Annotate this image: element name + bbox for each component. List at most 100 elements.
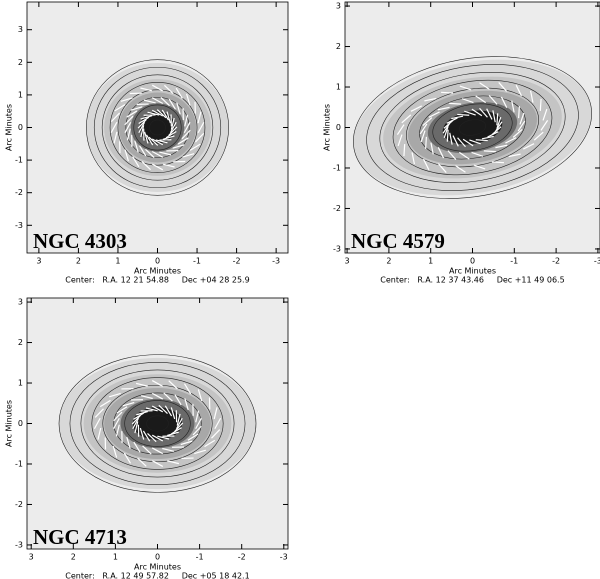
- polarization-vector: [162, 447, 175, 452]
- polarization-vector: [491, 126, 502, 136]
- polarization-vector: [126, 128, 131, 141]
- y-tick-label: -1: [15, 156, 23, 165]
- polarization-vector: [124, 115, 134, 126]
- polarization-vector: [487, 131, 499, 138]
- polarization-vector: [401, 114, 412, 124]
- polarization-vector: [461, 98, 474, 104]
- polarization-vector: [511, 100, 515, 113]
- polarization-vector: [115, 424, 120, 437]
- y-tick-label: -2: [15, 188, 23, 197]
- x-tick-label: -3: [280, 553, 288, 562]
- polarization-vector: [533, 131, 544, 141]
- polarization-vector: [138, 116, 150, 124]
- polarization-vector: [437, 147, 445, 159]
- contour: [149, 119, 166, 136]
- polarization-vector: [479, 107, 488, 118]
- polarization-vector: [168, 98, 176, 110]
- polarization-vector: [491, 161, 505, 164]
- contour: [392, 79, 553, 176]
- polarization-vector: [166, 111, 171, 124]
- polarization-vector: [437, 106, 450, 111]
- contour: [80, 369, 235, 478]
- polarization-vector: [168, 126, 178, 136]
- polarization-vector: [131, 414, 141, 425]
- polarization-vector: [459, 85, 472, 91]
- polarization-vector: [483, 150, 496, 153]
- polarization-vector: [126, 110, 138, 118]
- polarization-vector: [151, 109, 164, 117]
- x-axis-label: Arc Minutes: [449, 267, 496, 276]
- polarization-vector: [167, 431, 179, 437]
- polarization-vector: [512, 128, 523, 138]
- polarization-vector: [542, 108, 548, 121]
- contour: [133, 104, 182, 151]
- polarization-vector: [151, 447, 164, 455]
- polarization-vector: [124, 149, 130, 162]
- polarization-vector: [464, 110, 476, 116]
- x-tick-label: -1: [510, 257, 518, 266]
- polarization-vector: [160, 96, 170, 107]
- polarization-vector: [496, 113, 499, 126]
- polarization-vector: [120, 97, 133, 102]
- galaxy-glow: [442, 110, 503, 145]
- contour: [419, 95, 526, 160]
- polarization-vector: [135, 382, 148, 387]
- contour: [93, 66, 222, 189]
- polarization-vector: [462, 138, 474, 147]
- polarization-vector: [422, 158, 430, 171]
- x-axis-label: Arc Minutes: [134, 267, 181, 276]
- x-tick-label: 0: [155, 257, 160, 266]
- polarization-vector: [447, 150, 457, 161]
- polarization-vector: [505, 137, 517, 144]
- polarization-vector: [498, 82, 508, 92]
- polarization-vector: [523, 143, 535, 150]
- polarization-vector: [140, 395, 153, 400]
- polarization-vector: [99, 399, 111, 408]
- polarization-vector: [419, 123, 428, 135]
- x-tick-label: 3: [29, 553, 34, 562]
- polarization-vector: [194, 449, 206, 455]
- polarization-vector: [148, 136, 159, 146]
- polarization-vector: [539, 98, 542, 111]
- polarization-vector: [457, 113, 470, 116]
- polarization-vector: [425, 136, 427, 149]
- polarization-vector: [473, 164, 486, 170]
- polarization-vector: [443, 119, 454, 129]
- polarization-vector: [204, 439, 216, 448]
- x-tick-label: 2: [386, 257, 391, 266]
- polarization-vector: [397, 134, 403, 147]
- polarization-vector: [172, 144, 185, 149]
- y-tick-label: -3: [333, 244, 341, 253]
- y-tick-label: 3: [18, 298, 23, 307]
- polarization-vector: [540, 120, 549, 131]
- y-tick-label: -2: [333, 204, 341, 213]
- polarization-vector: [176, 413, 181, 426]
- contour: [91, 377, 224, 470]
- polarization-vector: [424, 97, 437, 102]
- polarization-vector: [110, 121, 118, 134]
- polarization-vector: [177, 137, 189, 145]
- polarization-vector: [455, 165, 466, 173]
- polarization-vector: [114, 104, 126, 112]
- polarization-vector: [183, 383, 192, 395]
- polarization-vector: [142, 430, 151, 442]
- polarization-vector: [124, 121, 132, 134]
- polarization-vector: [170, 407, 176, 420]
- polarization-vector: [141, 161, 151, 171]
- polarization-vector: [158, 404, 168, 414]
- polarization-vector: [110, 112, 121, 123]
- y-tick-label: -3: [15, 221, 23, 230]
- polarization-vector: [123, 452, 132, 464]
- polarization-vector: [500, 96, 508, 108]
- polarization-vector: [164, 84, 174, 94]
- polarization-vector: [518, 106, 520, 119]
- polarization-vector: [171, 427, 182, 435]
- polarization-vector: [139, 427, 145, 440]
- polarization-vector: [159, 151, 172, 156]
- polarization-vector: [403, 144, 406, 157]
- polarization-vector: [492, 110, 496, 123]
- polarization-vector: [139, 145, 147, 157]
- polarization-vector: [183, 121, 191, 134]
- polarization-vector: [140, 125, 145, 138]
- contour: [366, 64, 579, 191]
